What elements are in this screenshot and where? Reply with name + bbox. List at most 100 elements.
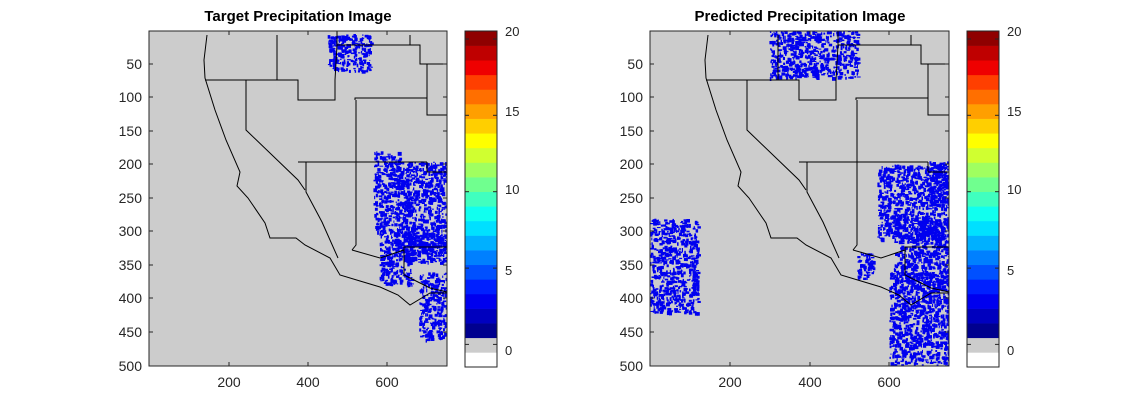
precip-cell [938, 272, 941, 275]
precip-cell [799, 60, 802, 64]
precip-cell [818, 48, 822, 50]
precip-cell [921, 289, 923, 292]
precip-cell [392, 266, 394, 268]
precip-cell [939, 222, 943, 227]
precip-cell [945, 364, 947, 366]
precip-cell [831, 74, 833, 77]
precip-cell [907, 297, 910, 302]
precip-cell [428, 257, 432, 259]
precip-cell [793, 74, 797, 77]
precip-cell [896, 194, 899, 196]
precip-cell [933, 234, 936, 237]
precip-cell [800, 43, 804, 47]
precip-cell [438, 196, 441, 199]
precip-cell [889, 218, 893, 220]
precip-cell [912, 197, 915, 200]
precip-cell [797, 75, 801, 79]
precip-cell [430, 338, 435, 341]
precip-cell [770, 48, 772, 51]
precip-cell [380, 257, 385, 260]
precip-cell [440, 193, 442, 195]
precip-cell [915, 254, 919, 256]
precip-cell [421, 174, 425, 176]
precip-cell [927, 233, 930, 238]
precip-cell [894, 303, 896, 307]
precip-cell [332, 58, 335, 63]
precip-cell [393, 156, 396, 159]
precip-cell [440, 280, 445, 283]
precip-cell [341, 68, 346, 72]
precip-cell [896, 361, 900, 365]
precip-cell [374, 165, 376, 168]
precip-cell [893, 219, 896, 222]
precip-cell [391, 169, 394, 172]
precip-cell [911, 203, 916, 207]
precip-cell [929, 278, 933, 282]
precip-cell [332, 45, 335, 47]
precip-cell [429, 167, 431, 169]
precip-cell [811, 70, 816, 74]
precip-cell [912, 213, 915, 217]
precip-cell [913, 273, 916, 277]
precip-cell [899, 208, 903, 210]
precip-cell [375, 193, 378, 198]
precip-cell [380, 280, 383, 282]
precip-cell [936, 343, 941, 346]
precip-cell [358, 52, 361, 54]
precip-cell [835, 39, 839, 43]
precip-cell [896, 341, 898, 345]
precip-cell [406, 282, 411, 286]
precip-cell [893, 269, 897, 273]
precip-cell [387, 225, 391, 227]
precip-cell [936, 191, 939, 195]
precip-cell [384, 190, 387, 193]
precip-cell [379, 198, 383, 200]
precip-cell [935, 312, 940, 316]
precip-cell [931, 343, 934, 348]
precip-cell [801, 62, 803, 66]
precip-cell [935, 306, 937, 309]
precip-cell [396, 232, 400, 236]
precip-cell [390, 268, 393, 271]
precip-cell [916, 323, 920, 326]
precip-cell [914, 330, 917, 333]
precip-cell [916, 251, 921, 255]
precip-cell [912, 300, 916, 305]
precip-cell [922, 229, 925, 233]
colorbar-segment [465, 45, 497, 61]
precip-cell [776, 77, 778, 79]
precip-cell [929, 309, 931, 313]
precip-cell [851, 31, 855, 35]
precip-cell [917, 309, 922, 311]
precip-cell [910, 191, 912, 193]
precip-cell [396, 247, 399, 250]
precip-cell [827, 75, 832, 78]
precip-cell [847, 31, 851, 33]
precip-cell [827, 41, 830, 44]
precip-cell [940, 250, 944, 253]
precip-cell [438, 252, 441, 256]
precip-cell [886, 175, 889, 179]
precip-cell [906, 216, 910, 220]
panel-title: Predicted Precipitation Image [695, 8, 906, 25]
precip-cell [928, 182, 930, 185]
precip-cell [823, 73, 826, 75]
precip-cell [387, 256, 391, 261]
precip-cell [428, 209, 431, 213]
precip-cell [892, 323, 897, 327]
precip-cell [893, 288, 896, 291]
precip-cell [933, 333, 937, 337]
precip-cell [947, 364, 949, 366]
precip-cell [919, 282, 922, 286]
precip-cell [406, 272, 411, 277]
precip-cell [825, 68, 828, 71]
precip-cell [945, 264, 948, 268]
precip-cell [405, 196, 409, 200]
precip-cell [926, 173, 930, 177]
precip-cell [895, 226, 899, 230]
precip-cell [851, 58, 853, 62]
precip-cell [930, 275, 934, 279]
precip-cell [406, 182, 410, 186]
precip-cell [374, 164, 378, 168]
precip-cell [412, 207, 416, 210]
